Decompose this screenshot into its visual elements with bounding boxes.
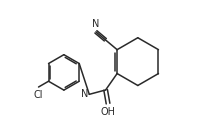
Text: Cl: Cl [33, 90, 43, 100]
Text: OH: OH [101, 107, 116, 117]
Text: N: N [92, 19, 99, 29]
Text: N: N [81, 89, 88, 99]
